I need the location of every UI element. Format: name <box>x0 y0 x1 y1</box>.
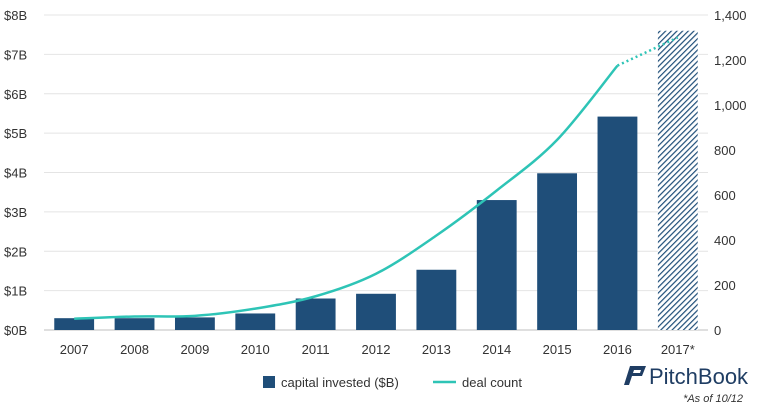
gridlines <box>44 14 708 331</box>
x-axis: 2007 2008 2009 2010 2011 2012 2013 2014 2015 2016… <box>60 342 695 357</box>
left-tick-label: $7B <box>4 47 27 62</box>
left-tick-label: $0B <box>4 323 27 338</box>
left-tick-label: $2B <box>4 244 27 259</box>
logo-text: PitchBook <box>649 364 749 389</box>
bar <box>416 269 457 330</box>
legend: capital invested ($B) deal count <box>263 375 522 390</box>
left-tick-label: $8B <box>4 8 27 23</box>
left-tick-label: $3B <box>4 205 27 220</box>
right-axis: 0 200 400 600 800 1,000 1,200 1,400 <box>714 8 747 338</box>
x-tick-label: 2013 <box>422 342 451 357</box>
legend-label-capital: capital invested ($B) <box>281 375 399 390</box>
bar <box>476 200 517 330</box>
x-tick-label: 2008 <box>120 342 149 357</box>
x-tick-label: 2011 <box>302 342 330 357</box>
bar <box>597 116 638 331</box>
deal-count-projection-line <box>616 36 679 67</box>
pitchbook-logo: PitchBook <box>624 364 749 389</box>
bar <box>174 317 215 330</box>
bar <box>295 298 336 330</box>
line-series <box>74 36 679 320</box>
bar <box>54 318 95 330</box>
x-tick-label: 2017* <box>661 342 695 357</box>
left-tick-label: $1B <box>4 284 27 299</box>
deal-count-line <box>74 64 619 320</box>
right-tick-label: 1,400 <box>714 8 747 23</box>
left-tick-label: $5B <box>4 126 27 141</box>
right-tick-label: 1,000 <box>714 98 747 113</box>
left-tick-label: $4B <box>4 166 27 181</box>
right-tick-label: 200 <box>714 278 736 293</box>
right-tick-label: 800 <box>714 143 736 158</box>
right-tick-label: 600 <box>714 188 736 203</box>
pitchbook-logo-icon <box>624 366 646 385</box>
x-tick-label: 2007 <box>60 342 89 357</box>
x-tick-label: 2015 <box>543 342 572 357</box>
right-tick-label: 0 <box>714 323 721 338</box>
x-tick-label: 2012 <box>362 342 391 357</box>
bar <box>356 293 396 330</box>
left-tick-label: $6B <box>4 87 27 102</box>
footnote: *As of 10/12 <box>683 393 743 405</box>
legend-swatch-capital <box>263 376 275 388</box>
bar <box>537 173 578 330</box>
bar-series <box>54 30 698 331</box>
bar <box>235 313 276 330</box>
x-tick-label: 2014 <box>482 342 511 357</box>
left-axis: $0B $1B $2B $3B $4B $5B $6B $7B $8B <box>4 8 27 338</box>
right-tick-label: 400 <box>714 233 736 248</box>
x-tick-label: 2010 <box>241 342 270 357</box>
bar <box>114 318 155 330</box>
bar <box>657 30 698 330</box>
x-tick-label: 2009 <box>180 342 209 357</box>
x-tick-label: 2016 <box>603 342 632 357</box>
legend-label-deal-count: deal count <box>462 375 522 390</box>
right-tick-label: 1,200 <box>714 53 747 68</box>
